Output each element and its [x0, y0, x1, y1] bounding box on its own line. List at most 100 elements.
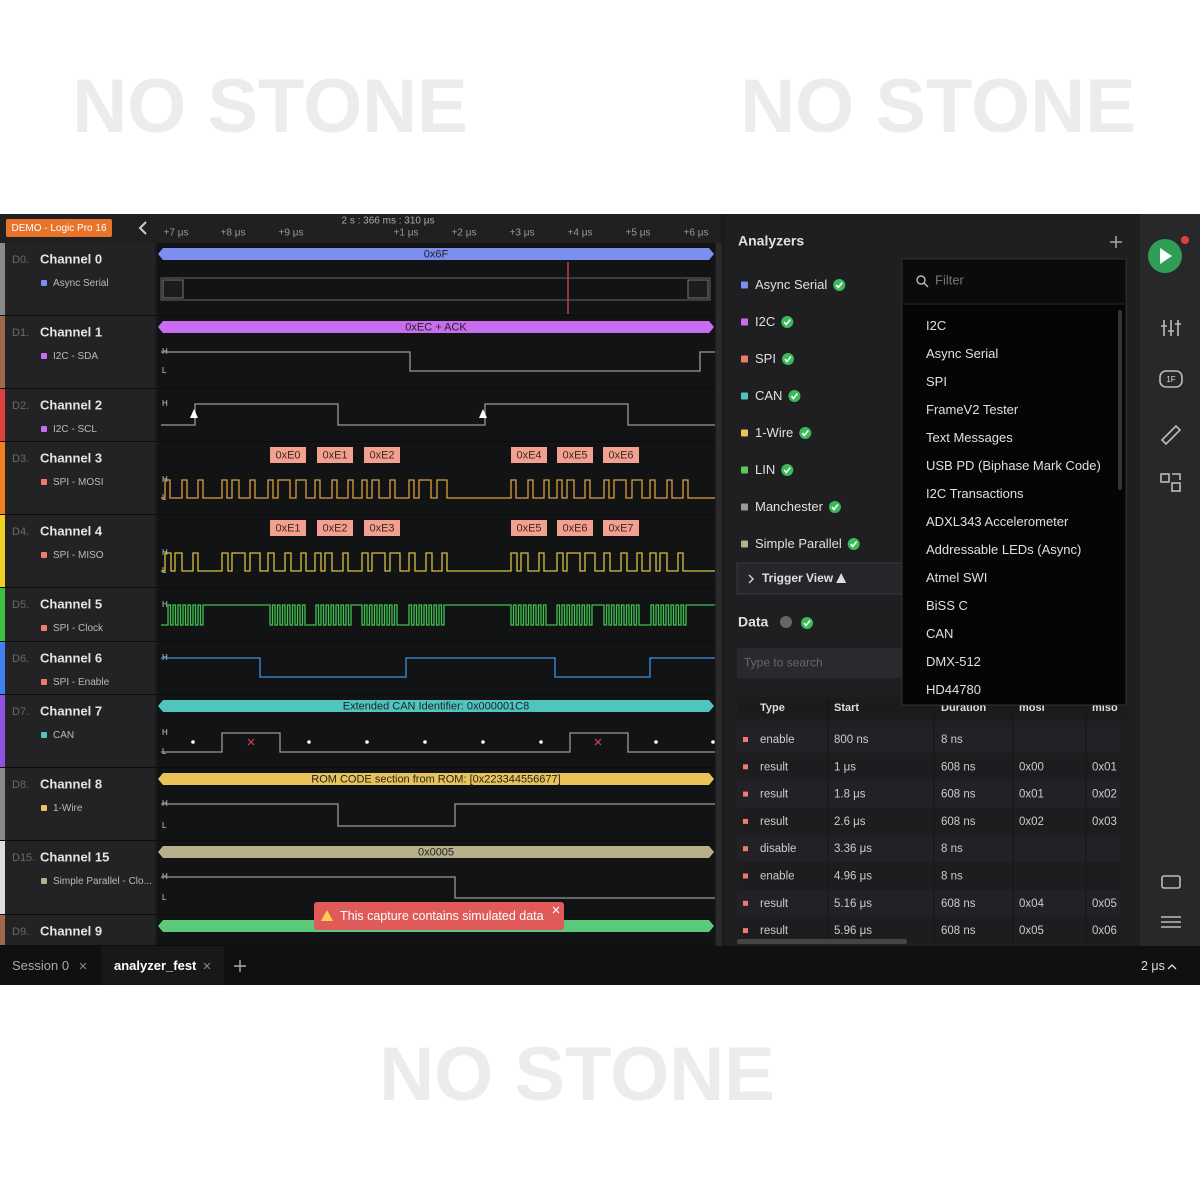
close-icon[interactable] — [203, 962, 211, 970]
channel-color-strip — [0, 915, 5, 945]
row-marker — [743, 846, 748, 852]
table-row — [737, 753, 1120, 780]
close-icon[interactable] — [79, 962, 87, 970]
byte-label: 0xE2 — [369, 449, 394, 461]
filter-option[interactable]: CAN — [926, 626, 953, 641]
filter-option[interactable]: FrameV2 Tester — [926, 402, 1019, 417]
filter-option[interactable]: I2C Transactions — [926, 486, 1024, 501]
analyzer-name[interactable]: 1-Wire — [755, 425, 793, 440]
time-tick-label: +4 μs — [568, 228, 593, 239]
analyzer-dot — [41, 479, 47, 485]
time-tick-label: +7 μs — [164, 228, 189, 239]
add-icon[interactable] — [1110, 236, 1122, 248]
channel-analyzer: Async Serial — [53, 278, 109, 289]
byte-box — [270, 447, 306, 463]
analyzer-status-tick — [831, 504, 839, 511]
byte-box — [364, 520, 400, 536]
analyzer-dot — [741, 355, 748, 363]
table-row — [737, 863, 1120, 889]
channel-color-strip — [0, 316, 5, 388]
table-cell: result — [760, 898, 789, 910]
time-tick-label: +2 μs — [452, 228, 477, 239]
table-cell: 8 ns — [941, 734, 963, 746]
filter-dropdown — [901, 258, 1127, 706]
table-cell: 0x05 — [1092, 898, 1117, 910]
analyzer-dot — [41, 552, 47, 558]
play-icon — [1160, 248, 1172, 264]
warning-icon — [836, 573, 847, 583]
analyzer-name[interactable]: Simple Parallel — [755, 536, 842, 551]
sidebar-icons[interactable] — [1159, 320, 1183, 928]
collapse-icon[interactable] — [138, 221, 147, 235]
analyzer-dot — [741, 281, 748, 289]
table-cell: 0x00 — [1019, 761, 1044, 773]
nav-button[interactable] — [687, 279, 709, 299]
warning-toast — [314, 902, 564, 930]
filter-option[interactable]: ADXL343 Accelerometer — [926, 514, 1069, 529]
channel-index: D3. — [12, 453, 29, 465]
channel-name: Channel 0 — [40, 251, 102, 266]
byte-label: 0xE6 — [562, 522, 587, 534]
byte-label: 0xE0 — [275, 449, 300, 461]
zoom-chevron[interactable] — [1167, 964, 1177, 970]
nav-button[interactable] — [162, 279, 184, 299]
active-tab — [101, 946, 224, 985]
analyzer-status-tick — [801, 430, 809, 437]
analyzer-name[interactable]: Async Serial — [755, 277, 827, 292]
waveform — [161, 351, 715, 372]
waveform — [161, 657, 715, 678]
device-badge[interactable] — [6, 219, 112, 237]
column-header: Type — [760, 702, 785, 714]
filter-option[interactable]: BiSS C — [926, 598, 968, 613]
filter-option[interactable]: Text Messages — [926, 430, 1013, 445]
channel-name: Channel 6 — [40, 650, 102, 665]
trigger-view-label: Trigger View — [762, 571, 834, 585]
channel-name: Channel 9 — [40, 923, 102, 938]
level-label: H — [162, 728, 168, 737]
analyzer-name[interactable]: Manchester — [755, 499, 824, 514]
analyzer-name[interactable]: SPI — [755, 351, 776, 366]
filter-option[interactable]: USB PD (Biphase Mark Code) — [926, 458, 1101, 473]
search-box[interactable] — [737, 648, 902, 678]
new-tab-icon[interactable] — [234, 960, 246, 972]
watermark: NO STONE — [379, 1032, 775, 1117]
filter-placeholder: Filter — [935, 272, 965, 287]
byte-label: 0xE2 — [322, 522, 347, 534]
table-cell: 1 μs — [834, 761, 856, 773]
watermark: NO STONE — [72, 64, 468, 149]
table-row — [737, 890, 1120, 917]
filter-option[interactable]: I2C — [926, 318, 946, 333]
analyzer-name[interactable]: I2C — [755, 314, 775, 329]
channel-row — [5, 695, 155, 767]
table-cell: 800 ns — [834, 734, 869, 746]
channel-index: D15. — [12, 852, 35, 864]
analyzer-name[interactable]: CAN — [755, 388, 782, 403]
waveform — [161, 604, 715, 626]
channel-index: D7. — [12, 706, 29, 718]
bubble-label: 0xEC + ACK — [405, 321, 467, 333]
dropdown-scroll — [1118, 310, 1122, 490]
filter-option[interactable]: Addressable LEDs (Async) — [926, 542, 1081, 557]
waveform-area — [157, 243, 715, 946]
search-placeholder: Type to search — [744, 656, 823, 670]
filter-option[interactable]: HD44780 — [926, 682, 981, 697]
filter-option[interactable]: DMX-512 — [926, 654, 981, 669]
analyzer-dot — [41, 679, 47, 685]
table-cell: result — [760, 925, 789, 937]
channel-analyzer: SPI - Enable — [53, 677, 110, 688]
analyzer-name[interactable]: LIN — [755, 462, 775, 477]
filter-option[interactable]: Atmel SWI — [926, 570, 987, 585]
filter-input[interactable] — [903, 260, 1125, 303]
channel-color-strip — [0, 768, 5, 840]
filter-option[interactable]: SPI — [926, 374, 947, 389]
close-icon — [552, 906, 560, 914]
warning-text: This capture contains simulated data — [340, 909, 544, 923]
analyzer-dot — [41, 625, 47, 631]
channel-name: Channel 4 — [40, 523, 103, 538]
filter-option[interactable]: Async Serial — [926, 346, 998, 361]
analyzer-dot — [41, 353, 47, 359]
byte-label: 0xE6 — [608, 449, 633, 461]
data-status-tick — [803, 620, 811, 627]
table-cell: 0x05 — [1019, 925, 1044, 937]
